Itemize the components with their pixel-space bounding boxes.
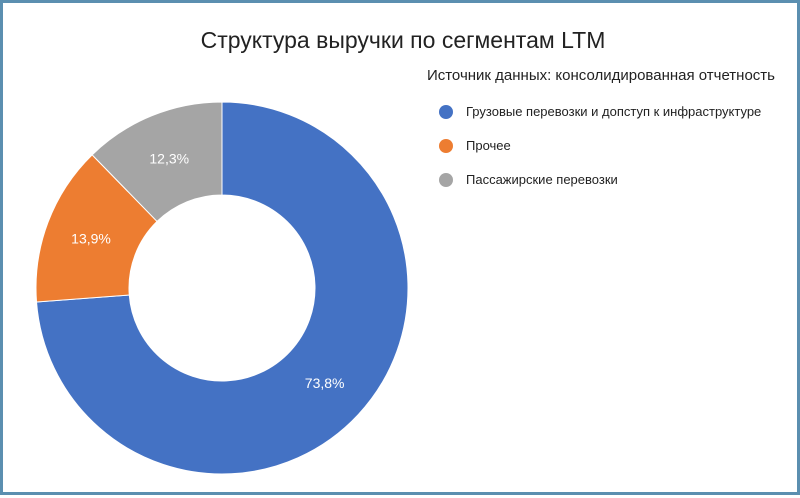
- slice-value-label: 12,3%: [149, 150, 189, 166]
- donut-chart: 73,8% 13,9% 12,3%: [35, 101, 409, 475]
- legend-label: Пассажирские перевозки: [466, 172, 618, 187]
- legend-swatch: [439, 139, 453, 153]
- legend-label: Прочее: [466, 138, 511, 153]
- slice-value-label: 73,8%: [305, 375, 345, 391]
- legend-swatch: [439, 105, 453, 119]
- legend-label: Грузовые перевозки и допступ к инфрастру…: [466, 104, 762, 119]
- pie-slice: [91, 101, 223, 223]
- slice-value-label: 13,9%: [71, 231, 111, 247]
- legend-swatch: [439, 173, 453, 187]
- chart-subtitle: Источник данных: консолидированная отчет…: [426, 67, 775, 84]
- pie-slice: [35, 101, 409, 475]
- chart-title: Структура выручки по сегментам LTM: [200, 27, 606, 53]
